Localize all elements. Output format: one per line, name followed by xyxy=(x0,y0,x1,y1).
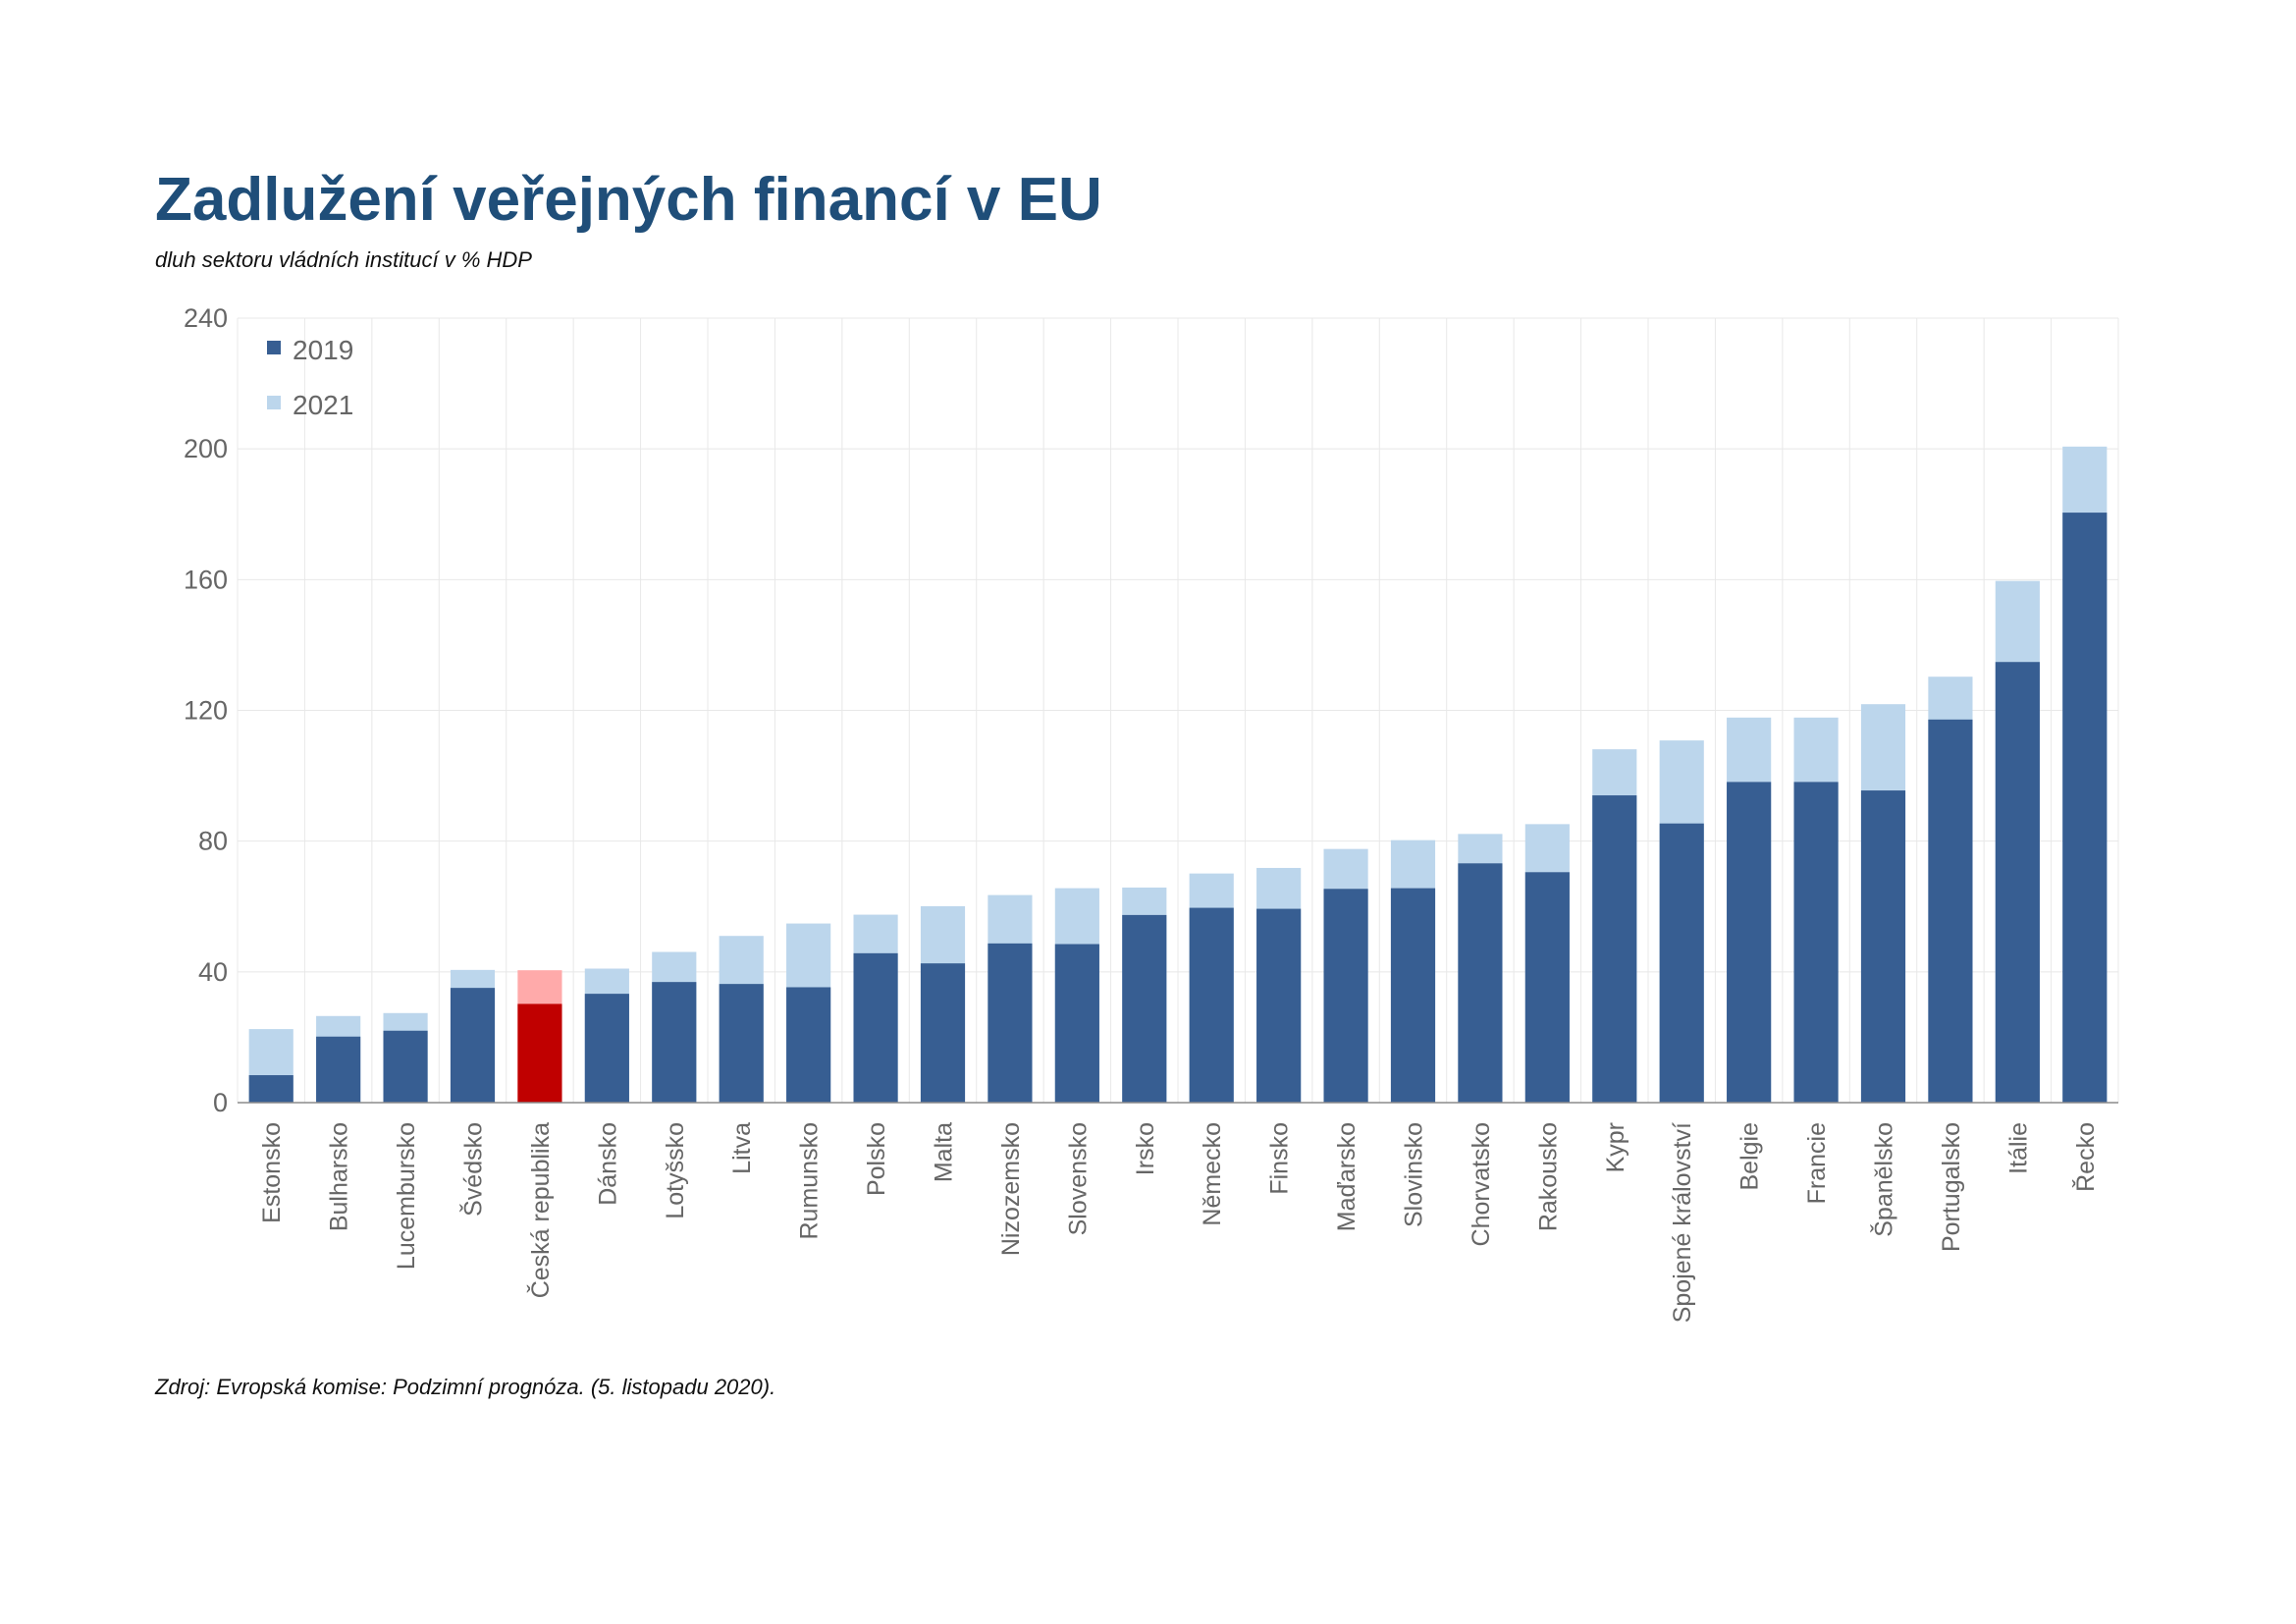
bar-2019 xyxy=(1592,795,1637,1103)
x-tick-label: Nizozemsko xyxy=(997,1122,1025,1256)
chart-subtitle: dluh sektoru vládních institucí v % HDP xyxy=(155,247,532,272)
x-tick-label: Rumunsko xyxy=(796,1122,824,1240)
bar-2019 xyxy=(1189,907,1234,1103)
bar-2019 xyxy=(1995,662,2040,1103)
x-tick-label: Španělsko xyxy=(1870,1122,1898,1237)
x-tick-label: Řecko xyxy=(2071,1122,2100,1192)
bar-2019 xyxy=(786,987,831,1103)
x-tick-label: Estonsko xyxy=(258,1122,286,1223)
legend-label-2021: 2021 xyxy=(293,390,353,420)
legend-swatch-2019 xyxy=(267,341,281,354)
y-tick-label: 0 xyxy=(213,1088,228,1117)
y-tick-label: 240 xyxy=(184,303,228,333)
x-tick-label: Slovensko xyxy=(1064,1122,1092,1235)
bar-2019 xyxy=(383,1030,428,1103)
bar-2019 xyxy=(1793,782,1839,1103)
legend-label-2019: 2019 xyxy=(293,335,353,365)
bar-2019 xyxy=(2062,513,2108,1103)
bar-2019 xyxy=(988,943,1033,1103)
y-tick-label: 160 xyxy=(184,565,228,594)
y-tick-label: 80 xyxy=(198,827,228,856)
bar-2019 xyxy=(1458,863,1503,1103)
x-tick-label: Spojené království xyxy=(1669,1122,1696,1323)
x-tick-label: Irsko xyxy=(1132,1122,1159,1175)
y-tick-label: 120 xyxy=(184,696,228,726)
bar-2019 xyxy=(1054,944,1099,1103)
bar-2019 xyxy=(1928,719,1973,1103)
bar-2019 xyxy=(1524,872,1570,1103)
x-tick-label: Rakousko xyxy=(1534,1122,1562,1231)
x-tick-label: Slovinsko xyxy=(1401,1122,1428,1227)
x-tick-label: Finsko xyxy=(1266,1122,1294,1195)
bar-2019 xyxy=(719,984,764,1103)
bar-2019 xyxy=(450,988,496,1103)
x-tick-label: Itálie xyxy=(2004,1122,2032,1174)
x-tick-label: Dánsko xyxy=(594,1122,621,1206)
x-tick-label: Německo xyxy=(1199,1122,1226,1226)
x-tick-label: Bulharsko xyxy=(326,1122,353,1231)
bar-2019 xyxy=(584,994,629,1103)
x-tick-label: Švédsko xyxy=(459,1122,488,1217)
x-tick-label: Portugalsko xyxy=(1938,1122,1965,1252)
x-tick-label: Chorvatsko xyxy=(1468,1122,1495,1246)
bar-2019 xyxy=(1122,914,1167,1103)
bar-2019 xyxy=(920,963,966,1103)
x-tick-label: Polsko xyxy=(863,1122,890,1196)
x-tick-label: Lotyšsko xyxy=(662,1122,689,1219)
y-tick-label: 40 xyxy=(198,957,228,987)
bar-2019 xyxy=(1659,823,1704,1103)
chart-title: Zadlužení veřejných financí v EU xyxy=(155,166,1102,234)
bar-2019 xyxy=(1323,889,1368,1103)
bar-2019 xyxy=(1256,908,1302,1103)
x-tick-label: Česká republika xyxy=(526,1122,555,1298)
bar-2019 xyxy=(248,1075,294,1103)
y-tick-label: 200 xyxy=(184,434,228,463)
x-tick-label: Lucembursko xyxy=(393,1122,420,1270)
x-tick-label: Kypr xyxy=(1602,1122,1629,1172)
bar-2019 xyxy=(1390,888,1436,1103)
bar-2019 xyxy=(316,1036,361,1103)
x-tick-label: Litva xyxy=(728,1122,756,1174)
x-tick-label: Malta xyxy=(931,1122,958,1182)
x-tick-label: Francie xyxy=(1803,1122,1831,1204)
bar-2019 xyxy=(853,952,898,1103)
bar-2019 xyxy=(652,982,697,1103)
bar-2019 xyxy=(1727,782,1772,1103)
source-note: Zdroj: Evropská komise: Podzimní prognóz… xyxy=(155,1375,776,1399)
x-tick-label: Belgie xyxy=(1736,1122,1764,1191)
bar-2019 xyxy=(517,1003,562,1103)
legend-swatch-2021 xyxy=(267,396,281,409)
x-tick-label: Maďarsko xyxy=(1333,1122,1361,1231)
bar-2019 xyxy=(1860,790,1906,1103)
